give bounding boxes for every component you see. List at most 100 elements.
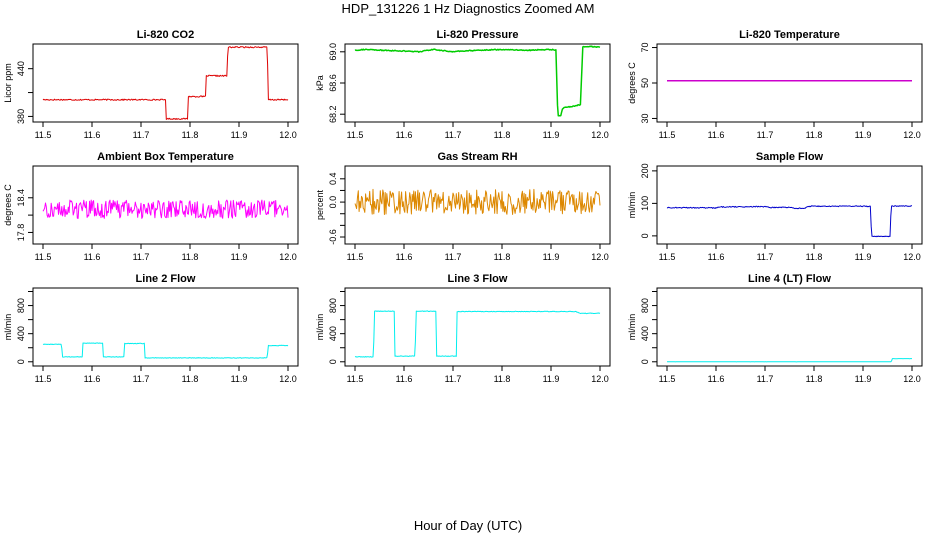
x-tick-label: 11.9 bbox=[231, 252, 248, 262]
x-tick-label: 11.5 bbox=[347, 130, 364, 140]
panel-3: Li-820 Temperature degrees C 11.5 11.6 11.7 1… bbox=[627, 29, 923, 140]
x-tick-label: 11.6 bbox=[84, 252, 101, 262]
x-tick-label: 12.0 bbox=[279, 130, 297, 140]
series-line bbox=[354, 188, 601, 215]
x-tick-label: 12.0 bbox=[591, 130, 609, 140]
y-axis-label: percent bbox=[315, 189, 325, 220]
plot-frame bbox=[656, 165, 923, 245]
x-tick-label: 11.7 bbox=[445, 374, 462, 384]
x-tick-label: 11.5 bbox=[35, 130, 52, 140]
x-tick-label: 11.5 bbox=[347, 252, 364, 262]
x-tick-label: 12.0 bbox=[279, 252, 297, 262]
x-tick-label: 12.0 bbox=[903, 252, 921, 262]
plot-frame bbox=[656, 287, 923, 367]
x-tick-label: 11.9 bbox=[855, 374, 872, 384]
y-tick-label: 68.6 bbox=[328, 74, 338, 92]
plot-frame bbox=[32, 287, 299, 367]
y-axis-label: Licor ppm bbox=[3, 63, 13, 103]
y-tick-label: 400 bbox=[640, 326, 650, 341]
y-tick-label: 70 bbox=[640, 43, 650, 53]
y-tick-label: 0 bbox=[640, 233, 650, 238]
y-tick-label: 0.4 bbox=[328, 173, 338, 186]
panel-title: Li-820 Temperature bbox=[739, 29, 840, 41]
x-tick-label: 11.6 bbox=[84, 374, 101, 384]
figure-x-axis-label: Hour of Day (UTC) bbox=[413, 518, 523, 533]
x-tick-label: 11.5 bbox=[35, 252, 52, 262]
x-tick-label: 11.6 bbox=[396, 374, 413, 384]
x-tick-label: 11.6 bbox=[708, 374, 725, 384]
plot-frame bbox=[32, 43, 299, 123]
y-axis-label: degrees C bbox=[3, 184, 13, 226]
y-tick-label: 0 bbox=[328, 359, 338, 364]
y-tick-label: 0 bbox=[16, 359, 26, 364]
x-tick-label: 11.7 bbox=[757, 252, 774, 262]
x-tick-label: 11.7 bbox=[133, 130, 150, 140]
panel-title: Ambient Box Temperature bbox=[97, 151, 234, 163]
y-tick-label: 800 bbox=[640, 298, 650, 313]
x-tick-label: 11.7 bbox=[133, 252, 150, 262]
x-tick-label: 11.9 bbox=[231, 130, 248, 140]
y-axis-label: ml/min bbox=[3, 314, 13, 341]
y-tick-label: 800 bbox=[16, 298, 26, 313]
y-axis-label: ml/min bbox=[315, 314, 325, 341]
y-tick-label: 100 bbox=[640, 196, 650, 211]
series-line bbox=[42, 342, 289, 359]
figure-title: HDP_131226 1 Hz Diagnostics Zoomed AM bbox=[341, 1, 595, 16]
panel-title: Sample Flow bbox=[756, 151, 824, 163]
y-tick-label: 380 bbox=[16, 109, 26, 124]
x-tick-label: 12.0 bbox=[279, 374, 297, 384]
x-tick-label: 11.7 bbox=[445, 130, 462, 140]
y-axis-label: ml/min bbox=[627, 192, 637, 219]
y-tick-label: 69.0 bbox=[328, 43, 338, 61]
x-tick-label: 11.8 bbox=[806, 252, 823, 262]
y-tick-label: 200 bbox=[640, 163, 650, 178]
y-axis-label: degrees C bbox=[627, 62, 637, 104]
y-tick-label: 68.2 bbox=[328, 105, 338, 123]
plot-frame bbox=[344, 287, 611, 367]
panel-2: Li-820 Pressure kPa 11.5 11.6 11.7 11.8 11.9 12… bbox=[315, 29, 611, 140]
x-tick-label: 11.7 bbox=[133, 374, 150, 384]
panel-title: Li-820 CO2 bbox=[137, 29, 194, 41]
x-tick-label: 11.5 bbox=[659, 252, 676, 262]
x-tick-label: 11.6 bbox=[84, 130, 101, 140]
x-tick-label: 11.8 bbox=[494, 374, 511, 384]
y-axis-label: ml/min bbox=[627, 314, 637, 341]
plot-frame bbox=[344, 43, 611, 123]
x-tick-label: 12.0 bbox=[591, 374, 609, 384]
x-tick-label: 11.8 bbox=[182, 374, 199, 384]
series-line bbox=[42, 199, 289, 219]
series-line bbox=[354, 310, 601, 358]
y-tick-label: 400 bbox=[328, 326, 338, 341]
x-tick-label: 11.5 bbox=[659, 130, 676, 140]
y-axis-label: kPa bbox=[315, 75, 325, 91]
x-tick-label: 11.8 bbox=[182, 130, 199, 140]
x-tick-label: 11.9 bbox=[231, 374, 248, 384]
series-line bbox=[666, 205, 913, 238]
x-tick-label: 12.0 bbox=[591, 252, 609, 262]
x-tick-label: 11.8 bbox=[182, 252, 199, 262]
panel-5: Gas Stream RH percent 11.5 11.6 11.7 11.8 11.9… bbox=[315, 151, 611, 262]
x-tick-label: 11.6 bbox=[708, 130, 725, 140]
y-tick-label: 30 bbox=[640, 113, 650, 123]
panel-title: Line 3 Flow bbox=[448, 273, 508, 285]
panel-7: Line 2 Flow ml/min 11.5 11.6 11.7 11.8 11.9 12.… bbox=[3, 273, 299, 384]
x-tick-label: 11.5 bbox=[35, 374, 52, 384]
panel-4: Ambient Box Temperature degrees C 11.5 11.6… bbox=[3, 151, 299, 262]
panel-8: Line 3 Flow ml/min 11.5 11.6 11.7 11.8 11.9 12.… bbox=[315, 273, 611, 384]
x-tick-label: 11.9 bbox=[855, 130, 872, 140]
x-tick-label: 11.7 bbox=[445, 252, 462, 262]
x-tick-label: 11.8 bbox=[494, 252, 511, 262]
y-tick-label: 400 bbox=[16, 326, 26, 341]
x-tick-label: 11.6 bbox=[396, 130, 413, 140]
panel-6: Sample Flow ml/min 11.5 11.6 11.7 11.8 11.9 12.… bbox=[627, 151, 923, 262]
x-tick-label: 11.9 bbox=[543, 374, 560, 384]
plot-frame bbox=[344, 165, 611, 245]
x-tick-label: 11.6 bbox=[708, 252, 725, 262]
x-tick-label: 11.8 bbox=[494, 130, 511, 140]
series-line bbox=[666, 358, 912, 363]
x-tick-label: 11.9 bbox=[543, 130, 560, 140]
x-tick-label: 11.6 bbox=[396, 252, 413, 262]
x-tick-label: 11.8 bbox=[806, 374, 823, 384]
x-tick-label: 11.7 bbox=[757, 130, 774, 140]
x-tick-label: 11.5 bbox=[347, 374, 364, 384]
